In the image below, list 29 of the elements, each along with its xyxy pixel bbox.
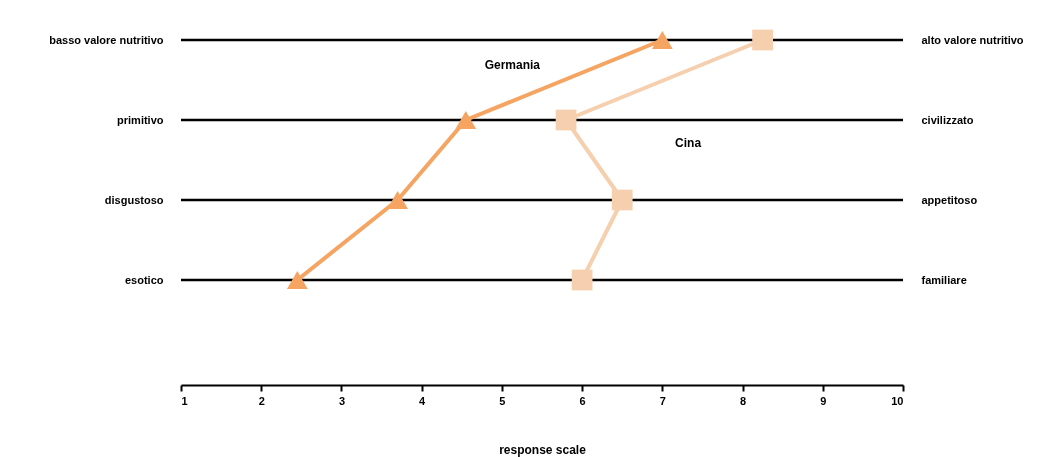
point bbox=[387, 191, 408, 209]
y-tick-label: basso valore nutritivo bbox=[49, 33, 164, 46]
x-tick-label: 3 bbox=[338, 394, 346, 407]
y-tick-label: esotico bbox=[124, 273, 164, 286]
x-tick-label: 5 bbox=[499, 394, 506, 407]
point bbox=[752, 29, 773, 51]
x-tick-label: 1 bbox=[181, 394, 188, 407]
y-tick-label: disgustoso bbox=[104, 193, 164, 206]
point bbox=[555, 109, 577, 131]
y2-tick-label: alto valore nutritivo bbox=[921, 33, 1024, 46]
y2-tick-label: civilizzato bbox=[921, 113, 974, 126]
point bbox=[286, 271, 308, 289]
x-tick-label: 6 bbox=[579, 394, 586, 407]
y-tick-label: primitivo bbox=[117, 113, 164, 126]
x-tick-label: 7 bbox=[659, 394, 666, 407]
x-tick-label: 10 bbox=[891, 394, 904, 407]
text: Cina bbox=[675, 136, 702, 150]
point bbox=[611, 189, 633, 211]
y2-tick-label: familiare bbox=[921, 273, 967, 286]
x-axis-title: response scale bbox=[499, 442, 587, 457]
point bbox=[651, 31, 673, 49]
x-tick-label: 9 bbox=[820, 394, 827, 407]
point bbox=[455, 111, 477, 129]
y2-tick-label: appetitoso bbox=[921, 193, 978, 206]
series-label: Germania bbox=[484, 58, 541, 72]
x-tick-label: 8 bbox=[739, 394, 747, 407]
point bbox=[571, 269, 593, 291]
x-tick-label: 4 bbox=[419, 394, 427, 407]
x-tick-label: 2 bbox=[258, 394, 265, 407]
